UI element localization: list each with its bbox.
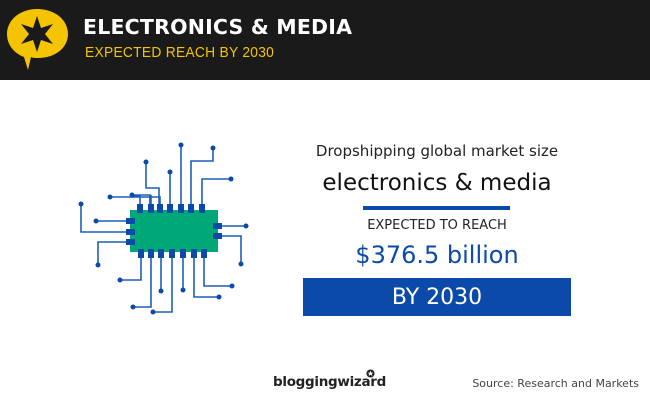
speech-bubble-star-icon <box>7 9 68 70</box>
microchip-icon <box>78 142 249 315</box>
page-title: ELECTRONICS & MEDIA <box>83 15 353 39</box>
header-banner: ELECTRONICS & MEDIA EXPECTED REACH BY 20… <box>0 0 650 80</box>
divider-bar <box>363 206 510 210</box>
stat-intro: Dropshipping global market size <box>315 142 559 160</box>
expected-label: EXPECTED TO REACH <box>367 218 507 233</box>
star-bubble-icon <box>366 369 375 378</box>
stat-value: $376.5 billion <box>355 241 519 269</box>
year-label: BY 2030 <box>391 284 483 310</box>
brand-logo: bloggingwizard <box>273 374 386 390</box>
page-subtitle: EXPECTED REACH BY 2030 <box>85 44 275 61</box>
source-citation: Source: Research and Markets <box>472 377 639 390</box>
year-banner: BY 2030 <box>303 278 571 316</box>
stat-category: electronics & media <box>322 170 552 196</box>
